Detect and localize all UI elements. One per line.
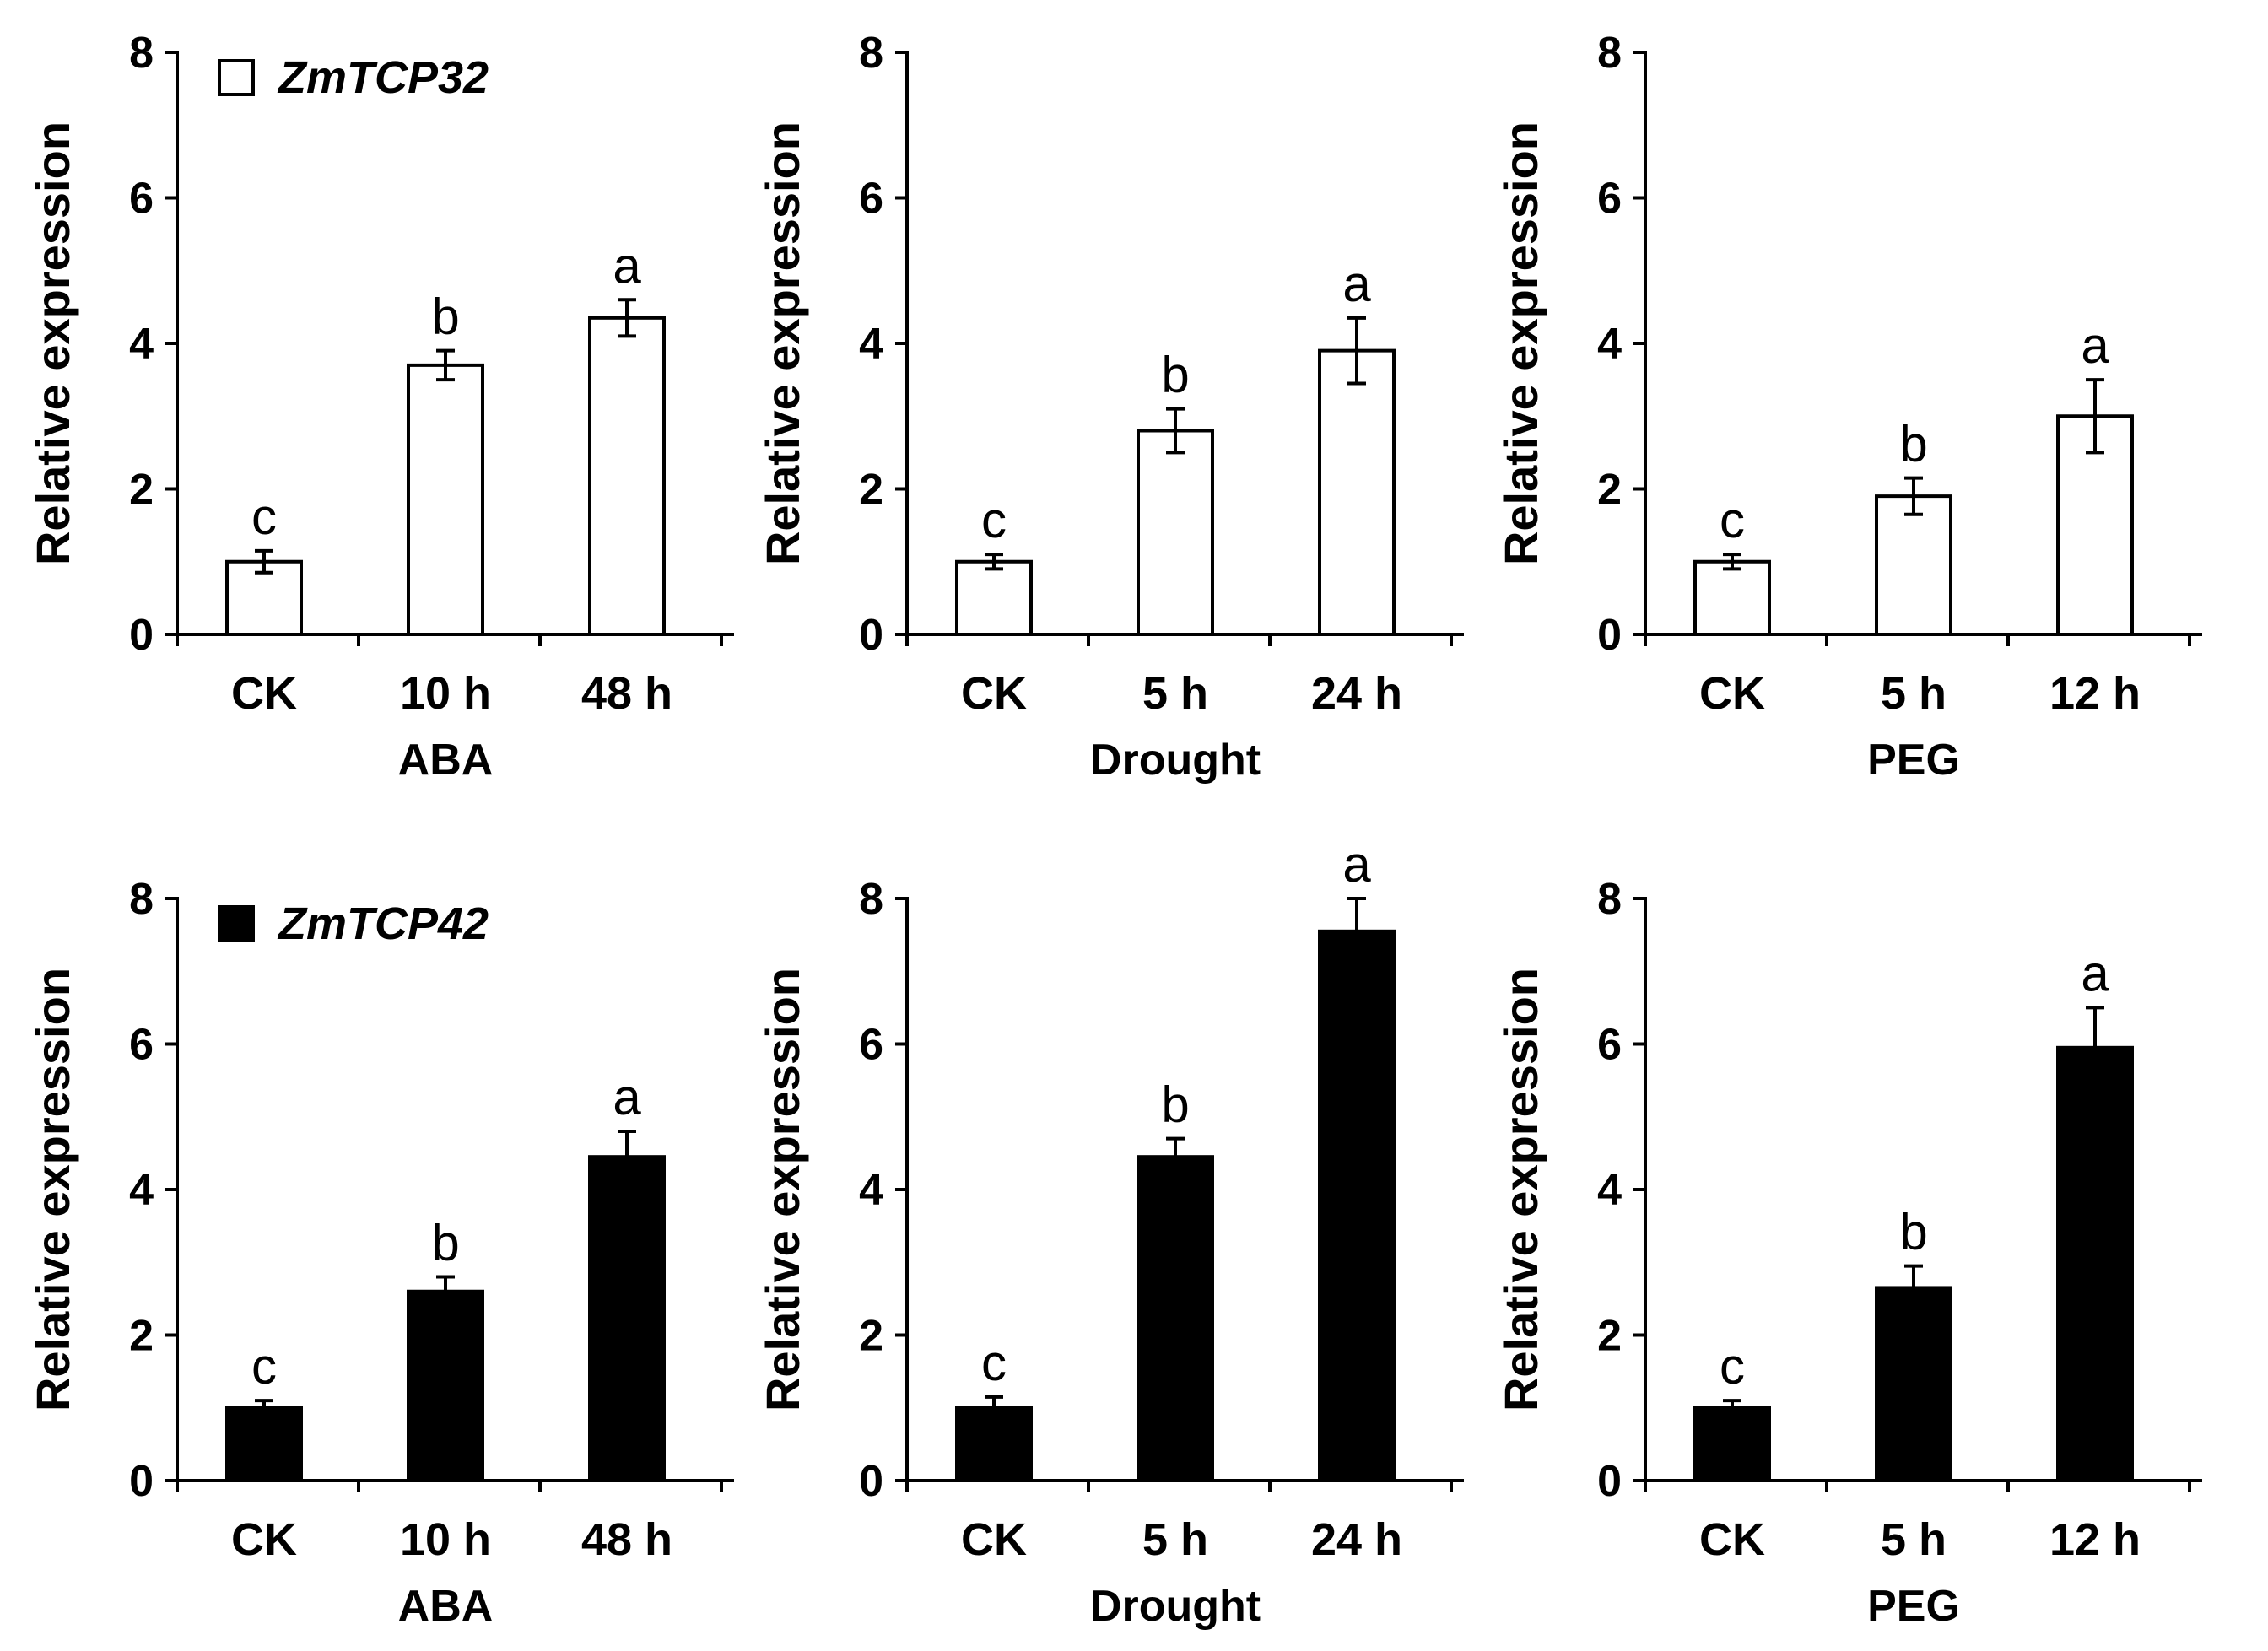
panel6-x-axis-label: PEG: [1867, 1582, 1960, 1631]
panel1-bar-2: [407, 363, 484, 636]
panel5-bar-1: [955, 1406, 1033, 1482]
panel3-bar-2: [1875, 494, 1952, 636]
panel4-y-tick-label: 8: [129, 875, 154, 924]
panel4-bar-2: [407, 1289, 484, 1482]
panel1-x-axis-label: ABA: [398, 736, 494, 785]
panel3-category-label: CK: [1699, 668, 1765, 719]
panel5-bar-3: [1318, 929, 1396, 1482]
panel1-bar-3: [588, 316, 666, 636]
panel4-significance-label: c: [251, 1338, 277, 1395]
panel5-bar-2: [1137, 1155, 1214, 1482]
panel3-y-tick-label: 8: [1597, 29, 1622, 78]
panel2-x-axis-label: Drought: [1090, 736, 1261, 785]
panel5-y-tick-label: 4: [859, 1166, 883, 1215]
panel1-category-label: 48 h: [581, 668, 672, 719]
panel6-y-tick-label: 8: [1597, 875, 1622, 924]
panel2-y-tick-label: 6: [859, 175, 883, 224]
panel4-bar-3: [588, 1155, 666, 1482]
panel2-significance-label: b: [1161, 347, 1189, 403]
panel5-category-label: 24 h: [1311, 1514, 1402, 1565]
panel6-category-label: CK: [1699, 1514, 1765, 1565]
panel4-x-axis-label: ABA: [398, 1582, 494, 1631]
panel6-bar-2: [1875, 1286, 1952, 1482]
panel1-y-tick-label: 0: [129, 611, 154, 660]
panel2-bar-1: [955, 559, 1033, 636]
panel3-y-axis-label: Relative expression: [1494, 121, 1547, 565]
panel4-category-label: 10 h: [400, 1514, 491, 1565]
panel1-y-tick-label: 4: [129, 320, 154, 369]
panel1-category-label: 10 h: [400, 668, 491, 719]
panel6-y-tick-label: 2: [1597, 1312, 1622, 1361]
panel1-legend-label: ZmTCP32: [277, 52, 489, 103]
panel2-y-tick-label: 0: [859, 611, 883, 660]
panel1-significance-label: c: [251, 488, 277, 545]
panel5-y-tick-label: 2: [859, 1312, 883, 1361]
panel6-y-tick-label: 0: [1597, 1457, 1622, 1506]
panel1-y-axis-label: Relative expression: [26, 121, 79, 565]
panel6-category-label: 5 h: [1881, 1514, 1947, 1565]
panel2-y-tick-label: 8: [859, 29, 883, 78]
panel3-y-tick-label: 4: [1597, 320, 1622, 369]
panel6-bar-1: [1693, 1406, 1771, 1482]
panel4-y-tick-label: 0: [129, 1457, 154, 1506]
panel2-category-label: CK: [961, 668, 1027, 719]
panel5-y-tick-label: 8: [859, 875, 883, 924]
panel4-category-label: CK: [231, 1514, 297, 1565]
panel6-significance-label: b: [1899, 1204, 1927, 1260]
panel4-y-tick-label: 4: [129, 1166, 154, 1215]
panel1-significance-label: b: [431, 289, 459, 345]
panel4-y-tick-label: 2: [129, 1312, 154, 1361]
panel2-bar-3: [1318, 348, 1396, 636]
panel4-category-label: 48 h: [581, 1514, 672, 1565]
panel1-y-tick-label: 8: [129, 29, 154, 78]
panel3-significance-label: a: [2081, 317, 2109, 374]
panel5-x-axis-label: Drought: [1090, 1582, 1261, 1631]
panel2-y-tick-label: 2: [859, 466, 883, 515]
panel4-significance-label: b: [431, 1215, 459, 1271]
panel1-significance-label: a: [613, 237, 641, 294]
panel5-y-tick-label: 6: [859, 1021, 883, 1070]
panel5-y-tick-label: 0: [859, 1457, 883, 1506]
panel3-category-label: 12 h: [2049, 668, 2141, 719]
panel5-significance-label: c: [981, 1335, 1007, 1391]
panel4-legend-swatch: [218, 905, 255, 942]
panel6-y-tick-label: 4: [1597, 1166, 1622, 1215]
panel4-legend-label: ZmTCP42: [277, 898, 489, 949]
panel3-significance-label: b: [1899, 416, 1927, 472]
panel2-y-axis-label: Relative expression: [756, 121, 809, 565]
panel3-y-tick-label: 2: [1597, 466, 1622, 515]
panel4-bar-1: [225, 1406, 303, 1482]
panel3-y-tick-label: 0: [1597, 611, 1622, 660]
panel6-y-tick-label: 6: [1597, 1021, 1622, 1070]
panel3-y-tick-label: 6: [1597, 175, 1622, 224]
panel5-significance-label: b: [1161, 1076, 1189, 1133]
panel3-x-axis-label: PEG: [1867, 736, 1960, 785]
panel4-y-tick-label: 6: [129, 1021, 154, 1070]
panel4-y-axis-label: Relative expression: [26, 968, 79, 1411]
panel5-y-axis-label: Relative expression: [756, 968, 809, 1411]
panel6-category-label: 12 h: [2049, 1514, 2141, 1565]
panel2-category-label: 24 h: [1311, 668, 1402, 719]
panel1-y-tick-label: 2: [129, 466, 154, 515]
panel3-category-label: 5 h: [1881, 668, 1947, 719]
panel1-y-tick-label: 6: [129, 175, 154, 224]
panel1-category-label: CK: [231, 668, 297, 719]
panel3-bar-1: [1693, 559, 1771, 636]
panel4-significance-label: a: [613, 1069, 641, 1125]
panel2-bar-2: [1137, 429, 1214, 636]
panel1-legend-swatch: [218, 59, 255, 96]
panel2-significance-label: c: [981, 492, 1007, 548]
panel6-y-axis-label: Relative expression: [1494, 968, 1547, 1411]
panel5-category-label: CK: [961, 1514, 1027, 1565]
panel2-category-label: 5 h: [1142, 668, 1208, 719]
panel3-significance-label: c: [1720, 492, 1745, 548]
panel6-significance-label: c: [1720, 1338, 1745, 1395]
panel2-y-tick-label: 4: [859, 320, 883, 369]
panel5-category-label: 5 h: [1142, 1514, 1208, 1565]
panel5-significance-label: a: [1342, 836, 1371, 893]
panel6-bar-3: [2056, 1045, 2134, 1482]
panel6-significance-label: a: [2081, 945, 2109, 1001]
panel2-significance-label: a: [1342, 256, 1371, 312]
